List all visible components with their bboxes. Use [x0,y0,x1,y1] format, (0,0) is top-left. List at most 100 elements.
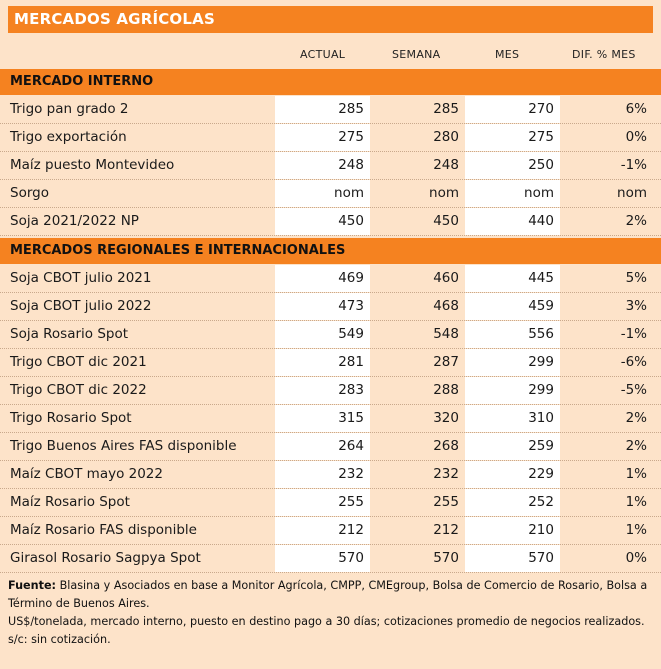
cell-mes: 270 [465,96,560,123]
cell-dif: 1% [625,494,647,510]
cell-actual: 248 [275,152,370,179]
cell-mes: 440 [465,208,560,235]
table-row: Maíz puesto Montevideo 248 248 250 -1% [0,152,661,180]
cell-mes: 570 [465,545,560,572]
cell-semana: 320 [433,410,459,426]
table-title: MERCADOS AGRÍCOLAS [8,6,653,33]
cell-actual: 283 [275,377,370,404]
table-row: Soja CBOT julio 2022 473 468 459 3% [0,293,661,321]
row-label: Soja 2021/2022 NP [10,213,139,229]
cell-mes: 310 [465,405,560,432]
cell-actual: 469 [275,265,370,292]
table-row: Girasol Rosario Sagpya Spot 570 570 570 0% [0,545,661,573]
cell-actual: 264 [275,433,370,460]
cell-mes: nom [465,180,560,207]
cell-actual: 570 [275,545,370,572]
table-row: Trigo exportación 275 280 275 0% [0,124,661,152]
table-row: Soja Rosario Spot 549 548 556 -1% [0,321,661,349]
cell-mes: 556 [465,321,560,348]
cell-dif: 1% [625,522,647,538]
cell-semana: 468 [433,298,459,314]
table-row: Trigo CBOT dic 2021 281 287 299 -6% [0,349,661,377]
cell-dif: -6% [620,354,647,370]
cell-mes: 445 [465,265,560,292]
row-label: Maíz Rosario FAS disponible [10,522,197,538]
table-row: Soja 2021/2022 NP 450 450 440 2% [0,208,661,236]
section-header-mercado-interno: MERCADO INTERNO [0,69,661,95]
cell-semana: 288 [433,382,459,398]
cell-dif: 3% [625,298,647,314]
row-label: Trigo exportación [10,129,127,145]
cell-dif: 6% [625,101,647,117]
column-header-actual: ACTUAL [300,48,346,61]
table-row: Trigo Buenos Aires FAS disponible 264 268 2… [0,433,661,461]
cell-semana: 285 [433,101,459,117]
footer-note-units: US$/tonelada, mercado interno, puesto en… [8,615,645,628]
column-header-semana: SEMANA [392,48,441,61]
row-label: Sorgo [10,185,49,201]
footer-source: Fuente: Blasina y Asociados en base a Mo… [8,577,653,613]
cell-mes: 259 [465,433,560,460]
section-rows-regionales: Soja CBOT julio 2021 469 460 445 5% Soja CBOT… [0,265,661,573]
table-row: Trigo Rosario Spot 315 320 310 2% [0,405,661,433]
cell-actual: 232 [275,461,370,488]
cell-actual: 450 [275,208,370,235]
row-label: Soja CBOT julio 2021 [10,270,152,286]
cell-actual: 315 [275,405,370,432]
cell-dif: -5% [620,382,647,398]
cell-actual: 285 [275,96,370,123]
row-label: Trigo CBOT dic 2021 [10,354,147,370]
cell-dif: 5% [625,270,647,286]
cell-semana: 232 [433,466,459,482]
row-label: Trigo pan grado 2 [10,101,129,117]
table-row: Maíz CBOT mayo 2022 232 232 229 1% [0,461,661,489]
cell-mes: 210 [465,517,560,544]
cell-mes: 459 [465,293,560,320]
column-header-dif: DIF. % MES [572,48,636,61]
cell-dif: -1% [620,157,647,173]
section-rows-mercado-interno: Trigo pan grado 2 285 285 270 6% Trigo export… [0,96,661,236]
cell-semana: nom [429,185,459,201]
row-label: Maíz CBOT mayo 2022 [10,466,163,482]
table-row: Sorgo nom nom nom nom [0,180,661,208]
row-label: Trigo Rosario Spot [10,410,132,426]
cell-dif: 2% [625,213,647,229]
row-label: Soja Rosario Spot [10,326,129,342]
cell-mes: 275 [465,124,560,151]
cell-semana: 460 [433,270,459,286]
table-footer: Fuente: Blasina y Asociados en base a Mo… [8,577,653,649]
cell-semana: 212 [433,522,459,538]
cell-semana: 548 [433,326,459,342]
cell-dif: 0% [625,550,647,566]
table-row: Maíz Rosario Spot 255 255 252 1% [0,489,661,517]
table-row: Soja CBOT julio 2021 469 460 445 5% [0,265,661,293]
row-label: Trigo CBOT dic 2022 [10,382,147,398]
cell-dif: 2% [625,438,647,454]
cell-semana: 268 [433,438,459,454]
cell-dif: 1% [625,466,647,482]
row-label: Trigo Buenos Aires FAS disponible [10,438,237,454]
table-row: Maíz Rosario FAS disponible 212 212 210 1% [0,517,661,545]
table-row: Trigo CBOT dic 2022 283 288 299 -5% [0,377,661,405]
cell-dif: 2% [625,410,647,426]
cell-semana: 255 [433,494,459,510]
table-row: Trigo pan grado 2 285 285 270 6% [0,96,661,124]
section-header-regionales: MERCADOS REGIONALES E INTERNACIONALES [0,238,661,264]
cell-actual: 549 [275,321,370,348]
cell-actual: 281 [275,349,370,376]
cell-mes: 250 [465,152,560,179]
cell-dif: nom [617,185,647,201]
cell-actual: 275 [275,124,370,151]
cell-mes: 299 [465,377,560,404]
cell-actual: 473 [275,293,370,320]
row-label: Maíz puesto Montevideo [10,157,175,173]
column-header-mes: MES [495,48,520,61]
row-label: Soja CBOT julio 2022 [10,298,152,314]
cell-actual: 212 [275,517,370,544]
cell-semana: 287 [433,354,459,370]
cell-semana: 450 [433,213,459,229]
cell-dif: -1% [620,326,647,342]
cell-actual: nom [275,180,370,207]
footer-note-sc: s/c: sin cotización. [8,633,111,646]
